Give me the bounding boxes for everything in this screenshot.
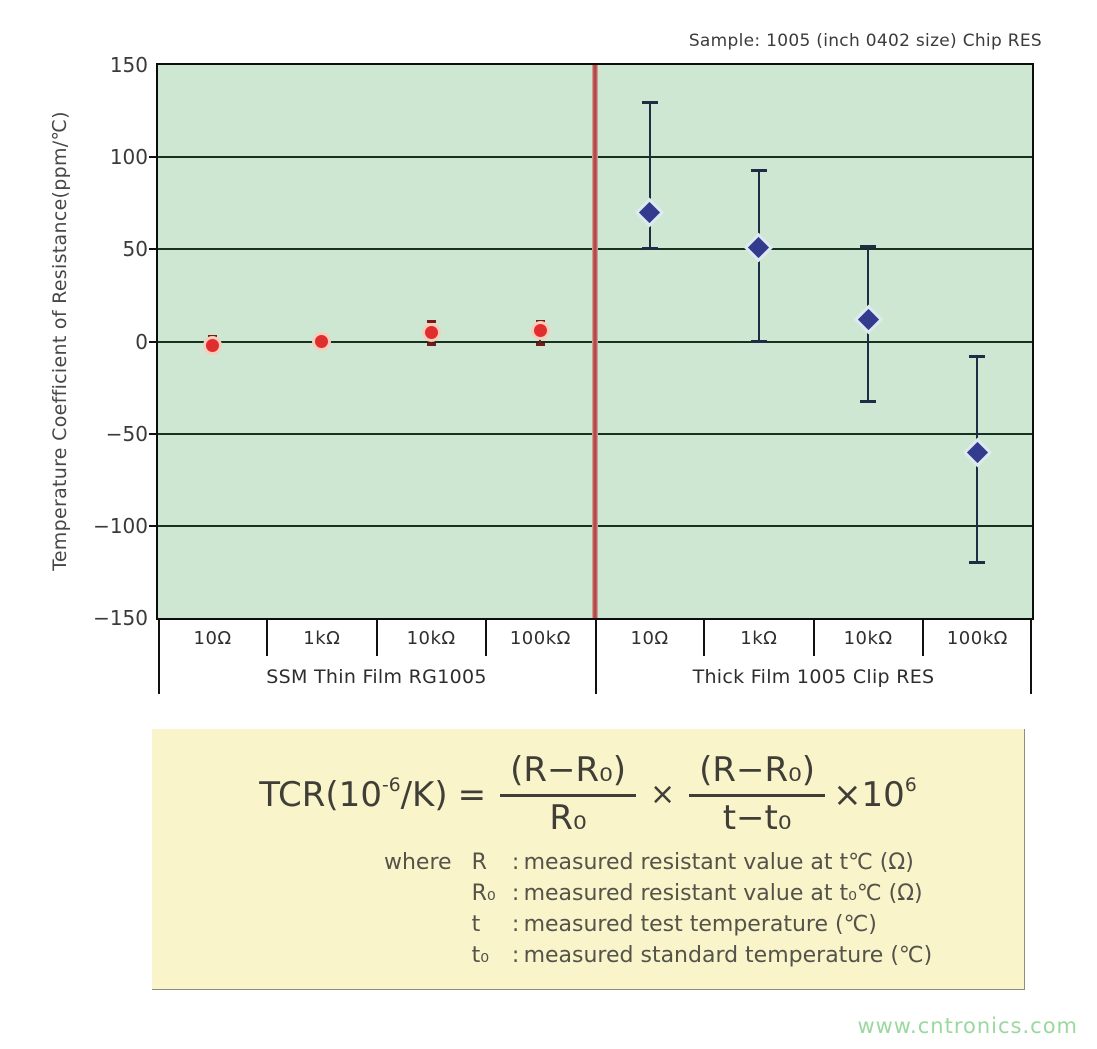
error-bar-cap-bottom (208, 350, 218, 354)
category-separator (375, 620, 378, 656)
formula-panel: TCR(10-6/K) = (R−R₀) R₀ × (R−R₀) t−t₀ ×1… (152, 729, 1025, 990)
y-tick-mark--50 (149, 432, 158, 435)
error-bar-cap-bottom (969, 560, 986, 564)
error-bar-cap-bottom (750, 339, 767, 343)
group-boundary-line (595, 620, 597, 694)
definition-description: measured resistant value at t₀℃ (Ω) (523, 881, 923, 907)
fraction-1: (R−R₀) R₀ (500, 752, 637, 838)
category-separator (703, 620, 706, 656)
category-separator (266, 620, 269, 656)
error-bar-cap-bottom (641, 247, 658, 251)
formula-tail: ×106 (833, 774, 917, 815)
definition-description: measured resistant value at t℃ (Ω) (523, 850, 914, 876)
error-bar-cap-bottom (426, 343, 436, 347)
formula-tail-exponent: 6 (904, 775, 917, 797)
x-axis: 10Ω 1kΩ 10kΩ 100kΩ 10Ω 1kΩ 10kΩ 100kΩ SSM Thin F… (158, 620, 1032, 700)
definition-colon: : (511, 850, 520, 876)
group-label-0: SSM Thin Film RG1005 (266, 666, 487, 688)
group-boundary-line (158, 620, 160, 694)
fraction-1-numerator: (R−R₀) (500, 752, 637, 797)
error-bar-cap-top (860, 244, 877, 248)
plot-canvas (158, 65, 1032, 618)
error-bar-cap-top (969, 355, 986, 359)
x-category-label: 100kΩ (946, 628, 1008, 649)
error-bar (648, 101, 651, 250)
y-tick-mark-100 (149, 156, 158, 159)
y-tick-mark-0 (149, 340, 158, 343)
y-axis-title: Temperature Coefficient of Resistance(pp… (49, 111, 71, 571)
multiply-sign: × (650, 777, 676, 813)
error-bar-cap-bottom (860, 400, 877, 404)
x-category-label: 10Ω (193, 628, 232, 649)
y-tick-mark-50 (149, 248, 158, 251)
y-tick-label--100: −100 (93, 513, 148, 538)
x-category-label: 10kΩ (843, 628, 893, 649)
y-tick-label-50: 50 (122, 237, 148, 262)
definition-colon: : (511, 943, 520, 969)
category-separator (812, 620, 815, 656)
data-point-circle (533, 323, 547, 337)
category-separator (484, 620, 487, 656)
tcr-formula: TCR(10-6/K) = (R−R₀) R₀ × (R−R₀) t−t₀ ×1… (152, 752, 1024, 838)
fraction-1-denominator: R₀ (549, 797, 587, 838)
definition-description: measured test temperature (℃) (523, 912, 877, 938)
error-bar-cap-top (535, 320, 545, 324)
x-category-label: 1kΩ (303, 628, 341, 649)
y-tick-label-100: 100 (109, 145, 148, 170)
y-tick-mark--100 (149, 524, 158, 527)
error-bar-cap-top (750, 169, 767, 173)
error-bar-cap-top (317, 333, 327, 337)
error-bar-cap-bottom (535, 343, 545, 347)
definition-symbol: R₀ (471, 881, 496, 907)
y-tick-label--150: −150 (93, 606, 148, 630)
sample-title: Sample: 1005 (inch 0402 size) Chip RES (688, 31, 1042, 51)
formula-lhs: TCR(10-6/K) (259, 774, 448, 815)
definition-symbol: t (471, 912, 481, 938)
group-divider-line (592, 65, 598, 618)
data-point-diamond (639, 201, 661, 224)
group-boundary-line (1030, 620, 1032, 694)
x-category-label: 100kΩ (509, 628, 571, 649)
fraction-2-numerator: (R−R₀) (689, 752, 826, 797)
data-point-diamond (748, 236, 770, 259)
x-category-label: 1kΩ (740, 628, 778, 649)
where-block: where R: measured resistant value at t℃ (… (384, 850, 1024, 968)
definition-colon: : (511, 881, 520, 907)
definition-colon: : (511, 912, 520, 938)
definition-description: measured standard temperature (℃) (523, 943, 933, 969)
y-tick-label-0: 0 (135, 329, 148, 354)
definition-symbol: R (471, 850, 487, 876)
error-bar-cap-top (641, 100, 658, 104)
y-tick-label-150: 150 (109, 53, 148, 77)
data-point-diamond (857, 308, 879, 330)
x-category-label: 10kΩ (406, 628, 456, 649)
plot-area (156, 63, 1034, 620)
data-point-diamond (966, 441, 988, 463)
error-bar-cap-top (208, 334, 218, 338)
where-label: where (384, 850, 452, 876)
x-category-label: 10Ω (630, 628, 669, 649)
definition-symbol: t₀ (471, 943, 490, 969)
y-tick-label--50: −50 (105, 421, 148, 446)
data-point-circle (206, 338, 220, 352)
watermark: www.cntronics.com (857, 1014, 1078, 1038)
category-separator (921, 620, 924, 656)
formula-exponent: -6 (381, 775, 401, 797)
fraction-2: (R−R₀) t−t₀ (689, 752, 826, 838)
error-bar-cap-top (426, 320, 436, 324)
fraction-2-denominator: t−t₀ (722, 797, 792, 838)
data-point-circle (315, 335, 329, 348)
data-point-circle (424, 325, 438, 339)
group-label-1: Thick Film 1005 Clip RES (692, 666, 935, 688)
definitions-list: R: measured resistant value at t℃ (Ω) R₀: m… (472, 850, 933, 968)
equals-sign: = (457, 774, 487, 815)
